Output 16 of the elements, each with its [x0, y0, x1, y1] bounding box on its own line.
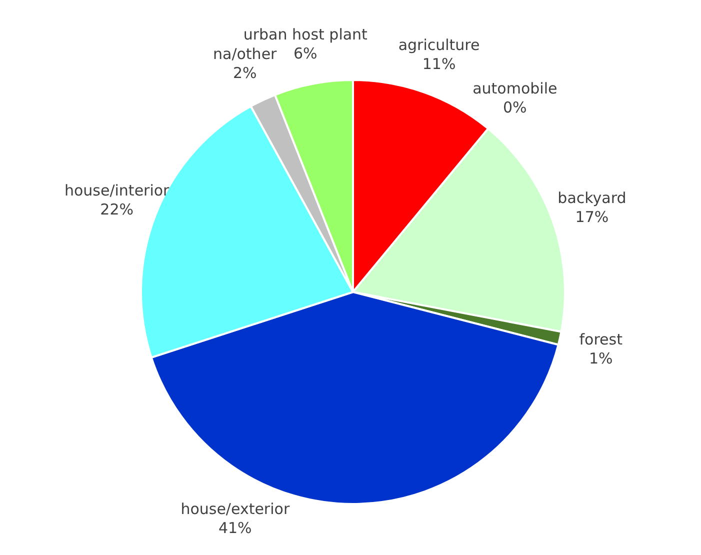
slice-label: na/other — [212, 45, 278, 64]
slice-label: urban host plant — [243, 26, 368, 44]
slice-label: backyard — [558, 188, 626, 207]
data-label: 17% — [575, 208, 609, 226]
data-label: 41% — [218, 519, 252, 537]
data-label: 2% — [232, 64, 257, 82]
slice-label: house/interior — [64, 181, 170, 200]
slice-label: agriculture — [398, 36, 480, 54]
text: 0% — [503, 98, 527, 116]
category-label: automobile — [472, 79, 558, 98]
slice-label: forest — [579, 330, 623, 348]
data-label: 11% — [422, 55, 456, 74]
data-label: 6% — [294, 44, 318, 62]
slice-label: house/exterior — [180, 500, 290, 518]
data-label: 1% — [588, 349, 613, 368]
data-label: 22% — [100, 200, 134, 218]
